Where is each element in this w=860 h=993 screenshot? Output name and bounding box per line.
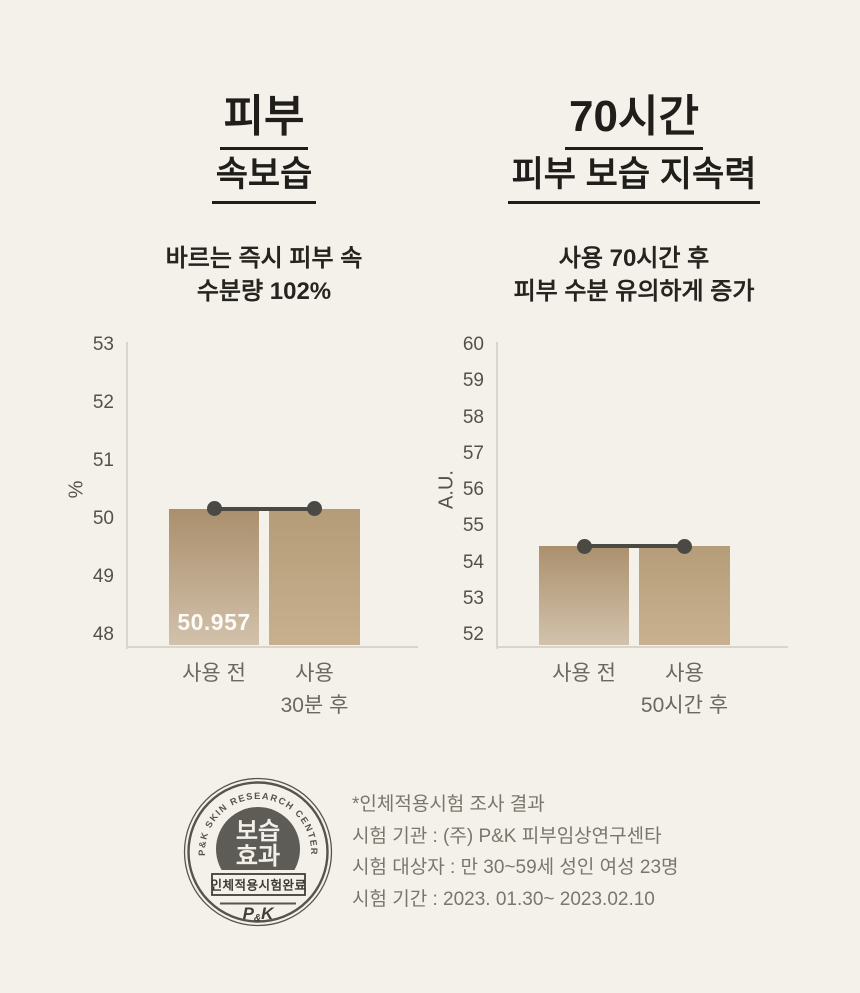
badge-box-text: 인체적용시험완료	[210, 878, 306, 893]
badge-band	[192, 870, 324, 906]
section-70h-moisture-retention: 70시간 피부 보습 지속력 사용 70시간 후 피부 수분 유의하게 증가 A…	[424, 90, 844, 750]
connector-dot	[677, 538, 692, 554]
x-category-label-line: 50시간 후	[640, 694, 729, 717]
left-subtitle-line1: 바르는 즉시 피부 속	[165, 245, 363, 272]
badge-center-text-line1: 보습	[236, 818, 280, 845]
left-title-line2: 속보습	[54, 154, 474, 204]
bar-사용 30분 후	[269, 508, 360, 645]
connector-dot	[576, 538, 592, 554]
pnk-certification-badge: P&K SKIN RESEARCH CENTER 보습 효과 인체적용시험완료 …	[183, 777, 333, 927]
x-category-label-line: 사용 전	[182, 662, 246, 685]
right-title-line2: 피부 보습 지속력	[424, 154, 844, 204]
connector-dot	[307, 501, 322, 517]
badge-inner-ring	[187, 781, 329, 923]
section-skin-deep-moisture: 피부 속보습 바르는 즉시 피부 속 수분량 102% % 53 52 51 50 49…	[54, 90, 474, 750]
test-notes: *인체적용시험 조사 결과 시험 기관 : (주) P&K 피부임상연구센타 시…	[352, 787, 679, 913]
badge-box	[211, 873, 306, 896]
y-tick-label: 50	[92, 508, 114, 529]
x-category-label-line: 사용	[295, 662, 334, 685]
x-category-label-line: 사용 전	[552, 662, 616, 685]
y-tick-label: 60	[462, 334, 484, 355]
x-category-label: 사용 전	[499, 658, 669, 690]
right-title-line1: 70시간	[424, 92, 844, 150]
x-category-label: 사용 50시간 후	[600, 658, 770, 722]
x-category-label: 사용 30분 후	[230, 658, 400, 722]
x-category-label-line: 사용	[665, 662, 704, 685]
connector-line	[584, 544, 685, 549]
y-tick-label: 53	[92, 334, 114, 355]
y-tick-label: 51	[92, 450, 114, 471]
left-title-line1: 피부	[54, 92, 474, 150]
y-tick-label: 58	[462, 406, 484, 428]
left-title-text2: 속보습	[211, 154, 317, 204]
left-bar-chart: 53 52 51 50 49 48 50.957 사용 전 사용 30분 후	[93, 334, 418, 717]
y-tick-label: 49	[92, 566, 114, 587]
right-subtitle-line2: 피부 수분 유의하게 증가	[513, 278, 755, 305]
right-subtitle-line1: 사용 70시간 후	[558, 245, 710, 272]
connector-dot	[206, 501, 222, 517]
bar-value-label: 50.957	[177, 609, 251, 635]
note-result: *인체적용시험 조사 결과	[352, 794, 545, 816]
right-title-text1: 70시간	[565, 92, 703, 150]
connector-line	[214, 506, 315, 511]
x-category-label-line: 30분 후	[280, 694, 349, 717]
y-tick-label: 55	[462, 515, 484, 537]
right-bar-chart: 60 59 58 57 56 55 54 53 52 사용 전 사용 50시간 후	[463, 334, 788, 717]
right-title-text2: 피부 보습 지속력	[507, 154, 761, 204]
y-tick-label: 54	[462, 551, 484, 573]
y-tick-label: 52	[462, 624, 484, 645]
bar-사용 50시간 후	[639, 546, 730, 645]
badge-center-text-line2: 효과	[236, 843, 280, 870]
note-institution: 시험 기관 : (주) P&K 피부임상연구센타	[352, 825, 662, 847]
note-subjects: 시험 대상자 : 만 30~59세 성인 여성 23명	[352, 857, 679, 879]
y-tick-label: 48	[92, 624, 114, 645]
pnk-logo: P&K	[243, 904, 276, 924]
left-title-text1: 피부	[219, 92, 309, 150]
badge-outer-ring	[183, 777, 333, 927]
left-subtitle: 바르는 즉시 피부 속 수분량 102%	[54, 242, 474, 308]
bar-사용 전	[539, 546, 629, 645]
y-tick-label: 57	[462, 442, 484, 464]
note-period: 시험 기간 : 2023. 01.30~ 2023.02.10	[352, 888, 655, 910]
y-tick-label: 59	[462, 370, 484, 392]
y-tick-label: 56	[462, 479, 484, 500]
y-tick-label: 53	[462, 587, 484, 609]
bar-사용 전: 50.957	[169, 508, 259, 645]
x-category-label: 사용 전	[129, 658, 299, 690]
y-tick-label: 52	[92, 392, 114, 413]
right-subtitle: 사용 70시간 후 피부 수분 유의하게 증가	[424, 242, 844, 308]
left-subtitle-line2: 수분량 102%	[196, 278, 332, 305]
